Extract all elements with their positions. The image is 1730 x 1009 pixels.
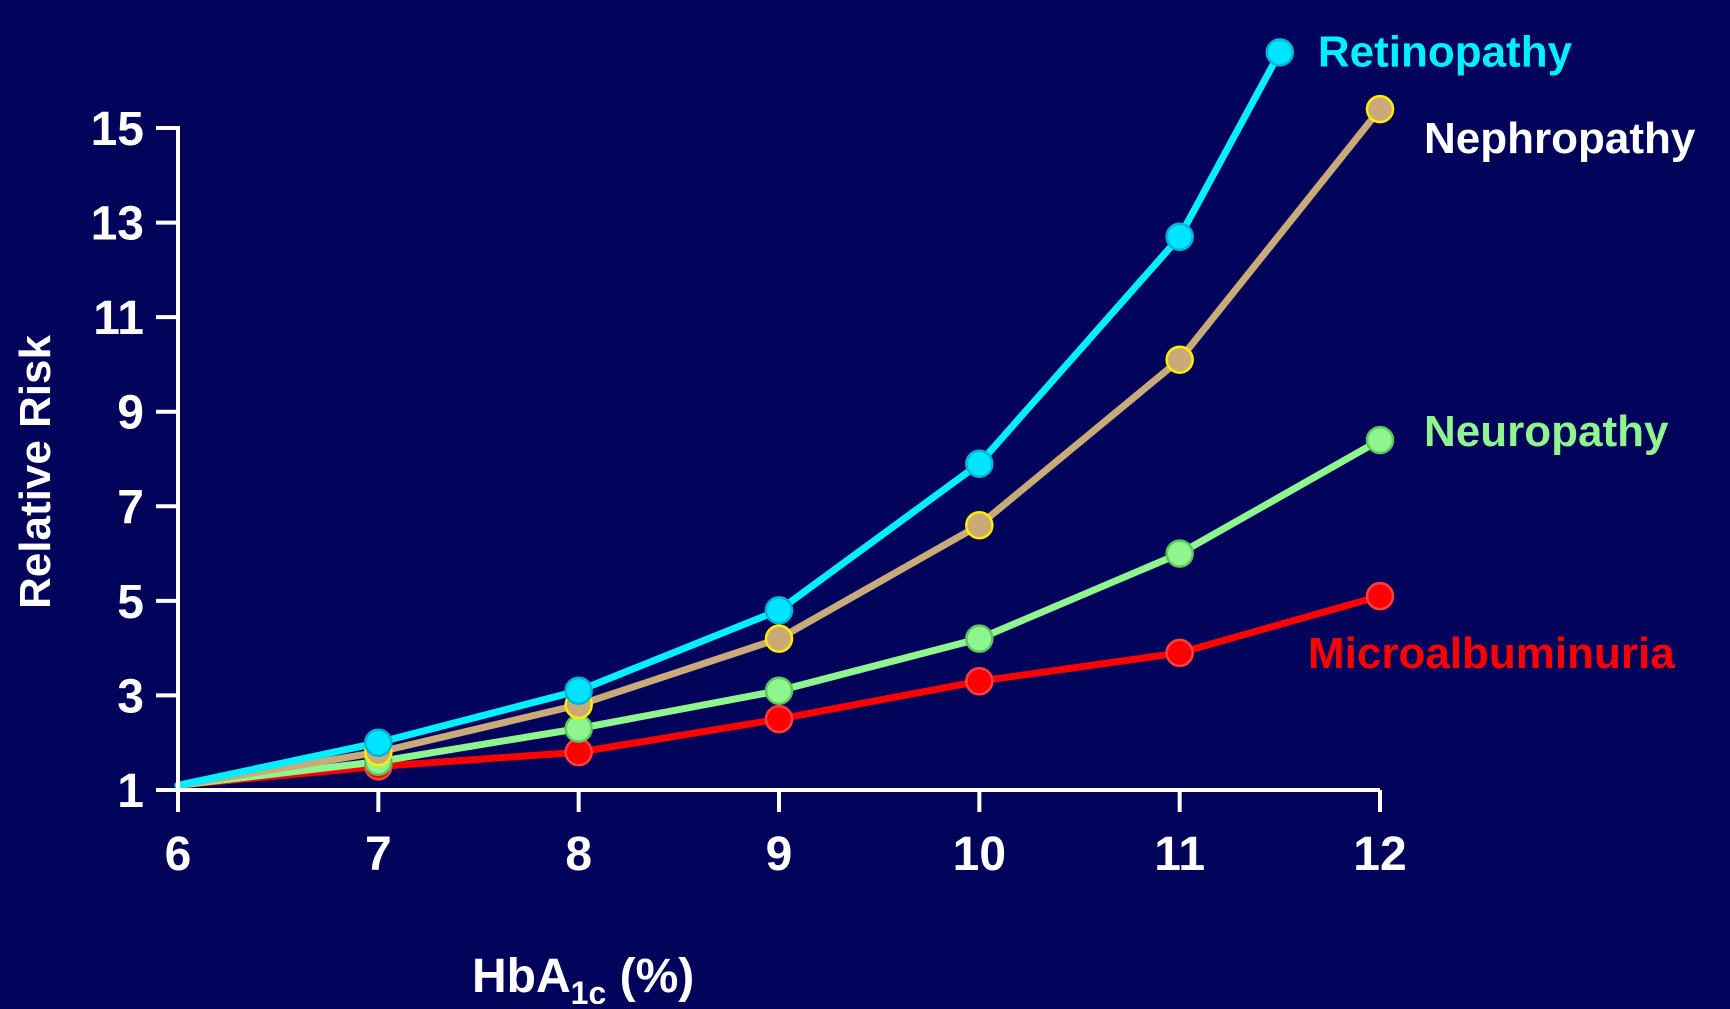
data-point-retinopathy [1165, 222, 1194, 252]
data-point-retinopathy [1265, 38, 1295, 67]
x-tick-label: 10 [953, 828, 1006, 881]
data-point-neuropathy [564, 714, 593, 743]
series-label-microalbuminuria: Microalbuminuria [1308, 629, 1675, 678]
data-point-neuropathy [965, 624, 994, 653]
data-point-microalbuminuria [1365, 581, 1395, 611]
data-point-retinopathy [364, 728, 393, 757]
data-point-microalbuminuria [764, 704, 794, 734]
data-point-microalbuminuria [564, 737, 593, 767]
y-tick-label: 7 [117, 481, 144, 534]
data-point-microalbuminuria [965, 666, 994, 696]
data-point-neuropathy [764, 676, 794, 705]
y-tick-label: 1 [117, 765, 144, 818]
y-tick-label: 3 [117, 670, 144, 723]
series-markers [364, 38, 1395, 781]
x-axis-label-main: HbA [472, 950, 571, 1003]
x-tick-label: 6 [165, 828, 192, 881]
series-label-retinopathy: Retinopathy [1318, 27, 1573, 76]
x-tick-label: 11 [1154, 828, 1205, 881]
y-axis-label: Relative Risk [11, 335, 60, 609]
series-labels: Microalbuminuria Neuropathy Nephropathy Ret… [1308, 27, 1696, 678]
x-tick-label: 8 [565, 828, 592, 881]
x-tick-label: 9 [766, 828, 793, 881]
y-tick-label: 5 [117, 576, 144, 629]
x-tick-label: 7 [365, 828, 392, 881]
data-point-neuropathy [1365, 425, 1395, 455]
data-point-nephropathy [764, 624, 794, 653]
x-axis-label-subscript: 1c [571, 975, 607, 1004]
data-point-neuropathy [1165, 539, 1194, 568]
x-axis-ticks: 6 7 8 9 10 11 12 [165, 790, 1407, 881]
data-point-retinopathy [564, 676, 593, 705]
series-lines [174, 48, 1384, 789]
x-axis-label: HbA1c (%) [472, 950, 694, 1004]
data-point-nephropathy [1365, 94, 1395, 124]
y-tick-label: 9 [117, 387, 144, 440]
x-tick-label: 12 [1353, 828, 1406, 881]
data-point-retinopathy [965, 449, 994, 478]
data-point-nephropathy [1165, 345, 1194, 374]
y-tick-label: 13 [91, 198, 144, 251]
series-label-neuropathy: Neuropathy [1424, 407, 1669, 456]
data-point-nephropathy [965, 510, 994, 540]
y-tick-label: 11 [93, 292, 144, 345]
data-point-retinopathy [764, 596, 794, 625]
series-line-retinopathy [174, 48, 1284, 789]
x-axis-label-suffix: (%) [606, 950, 694, 1003]
series-label-nephropathy: Nephropathy [1424, 114, 1696, 163]
y-tick-label: 15 [91, 103, 144, 156]
data-point-microalbuminuria [1165, 638, 1194, 668]
